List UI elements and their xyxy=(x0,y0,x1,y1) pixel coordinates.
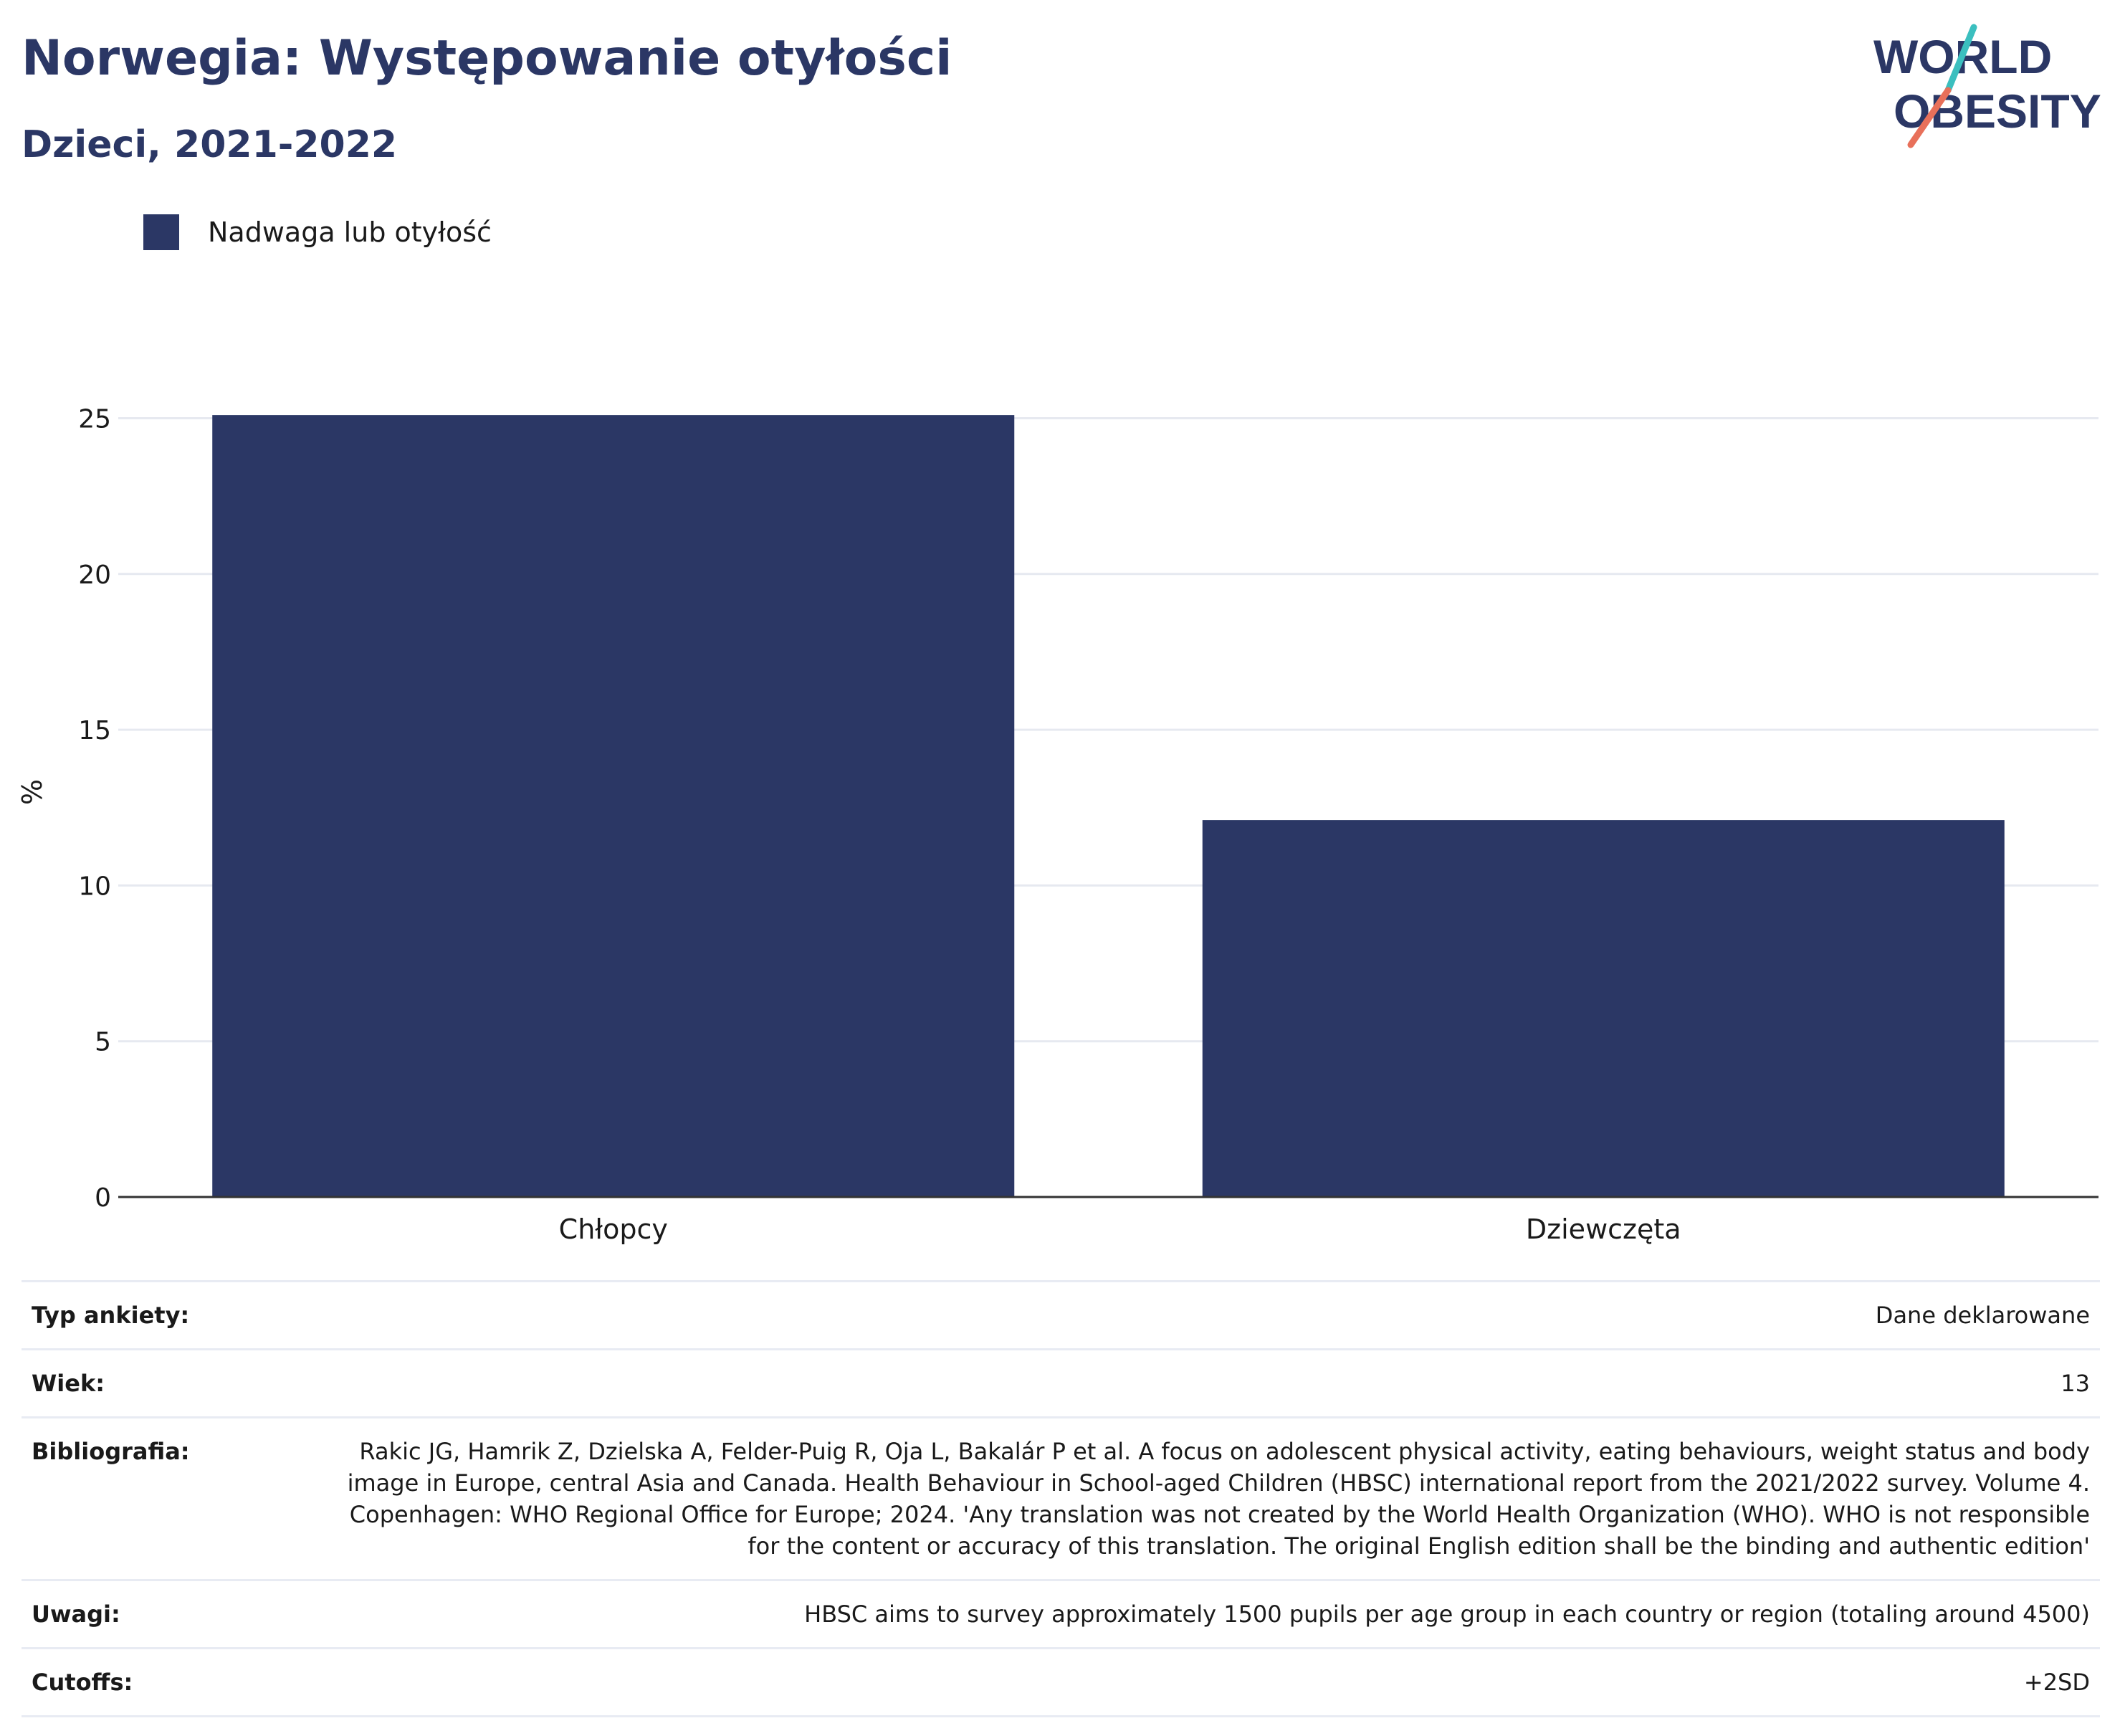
legend-label: Nadwaga lub otyłość xyxy=(208,216,492,248)
bars xyxy=(212,415,2005,1197)
logo-slash-teal xyxy=(1944,24,1977,94)
legend: Nadwaga lub otyłość xyxy=(143,214,492,251)
y-tick-label: 10 xyxy=(78,872,111,901)
metadata-value: Dane deklarowane xyxy=(314,1280,2100,1350)
logo-line2: OBESITY xyxy=(1894,85,2101,138)
metadata-row: Bibliografia: Rakic JG, Hamrik Z, Dzielsk… xyxy=(22,1416,2100,1581)
metadata-key: Uwagi: xyxy=(22,1579,314,1649)
bar-chart: 0 5 10 15 20 25 Chłopcy Dziewczęta % xyxy=(16,404,2098,1245)
metadata-row: Wiek: 13 xyxy=(22,1348,2100,1418)
metadata-key: Typ ankiety: xyxy=(22,1280,314,1350)
metadata-key: Bibliografia: xyxy=(22,1416,314,1581)
metadata-value: HBSC aims to survey approximately 1500 p… xyxy=(314,1579,2100,1649)
metadata-row: Cutoffs: +2SD xyxy=(22,1647,2100,1717)
legend-swatch xyxy=(143,214,179,250)
world-obesity-logo: WORLD OBESITY xyxy=(1873,24,2101,148)
y-tick-label: 5 xyxy=(95,1028,111,1057)
metadata-value: 13 xyxy=(314,1348,2100,1418)
metadata-row: Typ ankiety: Dane deklarowane xyxy=(22,1280,2100,1350)
bar xyxy=(212,415,1015,1197)
metadata-table: Typ ankiety: Dane deklarowane Wiek: 13 Bibli… xyxy=(22,1280,2100,1717)
chart-title: Norwegia: Występowanie otyłości xyxy=(22,30,952,87)
y-tick-label: 20 xyxy=(78,561,111,590)
y-tick-label: 15 xyxy=(78,716,111,745)
y-tick-label: 25 xyxy=(78,404,111,434)
x-tick-labels: Chłopcy Dziewczęta xyxy=(559,1213,1681,1245)
x-tick-label: Dziewczęta xyxy=(1526,1213,1681,1245)
y-tick-labels: 0 5 10 15 20 25 xyxy=(78,404,111,1213)
logo-slash-coral xyxy=(1907,87,1952,148)
x-tick-label: Chłopcy xyxy=(559,1213,668,1245)
metadata-value: +2SD xyxy=(314,1647,2100,1717)
y-axis-label: % xyxy=(16,779,48,805)
metadata-value: Rakic JG, Hamrik Z, Dzielska A, Felder-P… xyxy=(314,1416,2100,1581)
metadata-row: Uwagi: HBSC aims to survey approximately … xyxy=(22,1579,2100,1649)
metadata-key: Cutoffs: xyxy=(22,1647,314,1717)
y-tick-label: 0 xyxy=(95,1183,111,1213)
chart-subtitle: Dzieci, 2021-2022 xyxy=(22,123,398,166)
bar xyxy=(1202,820,2005,1197)
metadata-key: Wiek: xyxy=(22,1348,314,1418)
